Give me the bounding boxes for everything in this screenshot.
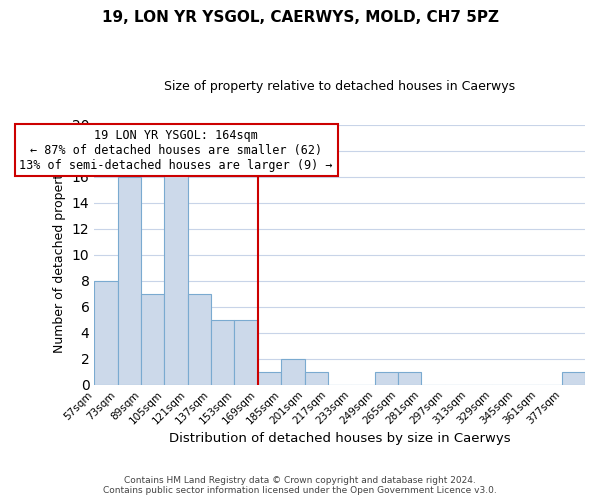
Bar [258, 372, 281, 384]
Bar [118, 176, 141, 384]
Bar [305, 372, 328, 384]
Bar [281, 358, 305, 384]
Text: Contains HM Land Registry data © Crown copyright and database right 2024.
Contai: Contains HM Land Registry data © Crown c… [103, 476, 497, 495]
Text: 19 LON YR YSGOL: 164sqm
← 87% of detached houses are smaller (62)
13% of semi-de: 19 LON YR YSGOL: 164sqm ← 87% of detache… [19, 128, 333, 172]
Bar [211, 320, 235, 384]
Bar [374, 372, 398, 384]
Title: Size of property relative to detached houses in Caerwys: Size of property relative to detached ho… [164, 80, 515, 93]
Text: 19, LON YR YSGOL, CAERWYS, MOLD, CH7 5PZ: 19, LON YR YSGOL, CAERWYS, MOLD, CH7 5PZ [101, 10, 499, 25]
Bar [562, 372, 585, 384]
Bar [141, 294, 164, 384]
Bar [188, 294, 211, 384]
Bar [94, 280, 118, 384]
Y-axis label: Number of detached properties: Number of detached properties [53, 156, 66, 353]
X-axis label: Distribution of detached houses by size in Caerwys: Distribution of detached houses by size … [169, 432, 511, 445]
Bar [164, 164, 188, 384]
Bar [235, 320, 258, 384]
Bar [398, 372, 421, 384]
